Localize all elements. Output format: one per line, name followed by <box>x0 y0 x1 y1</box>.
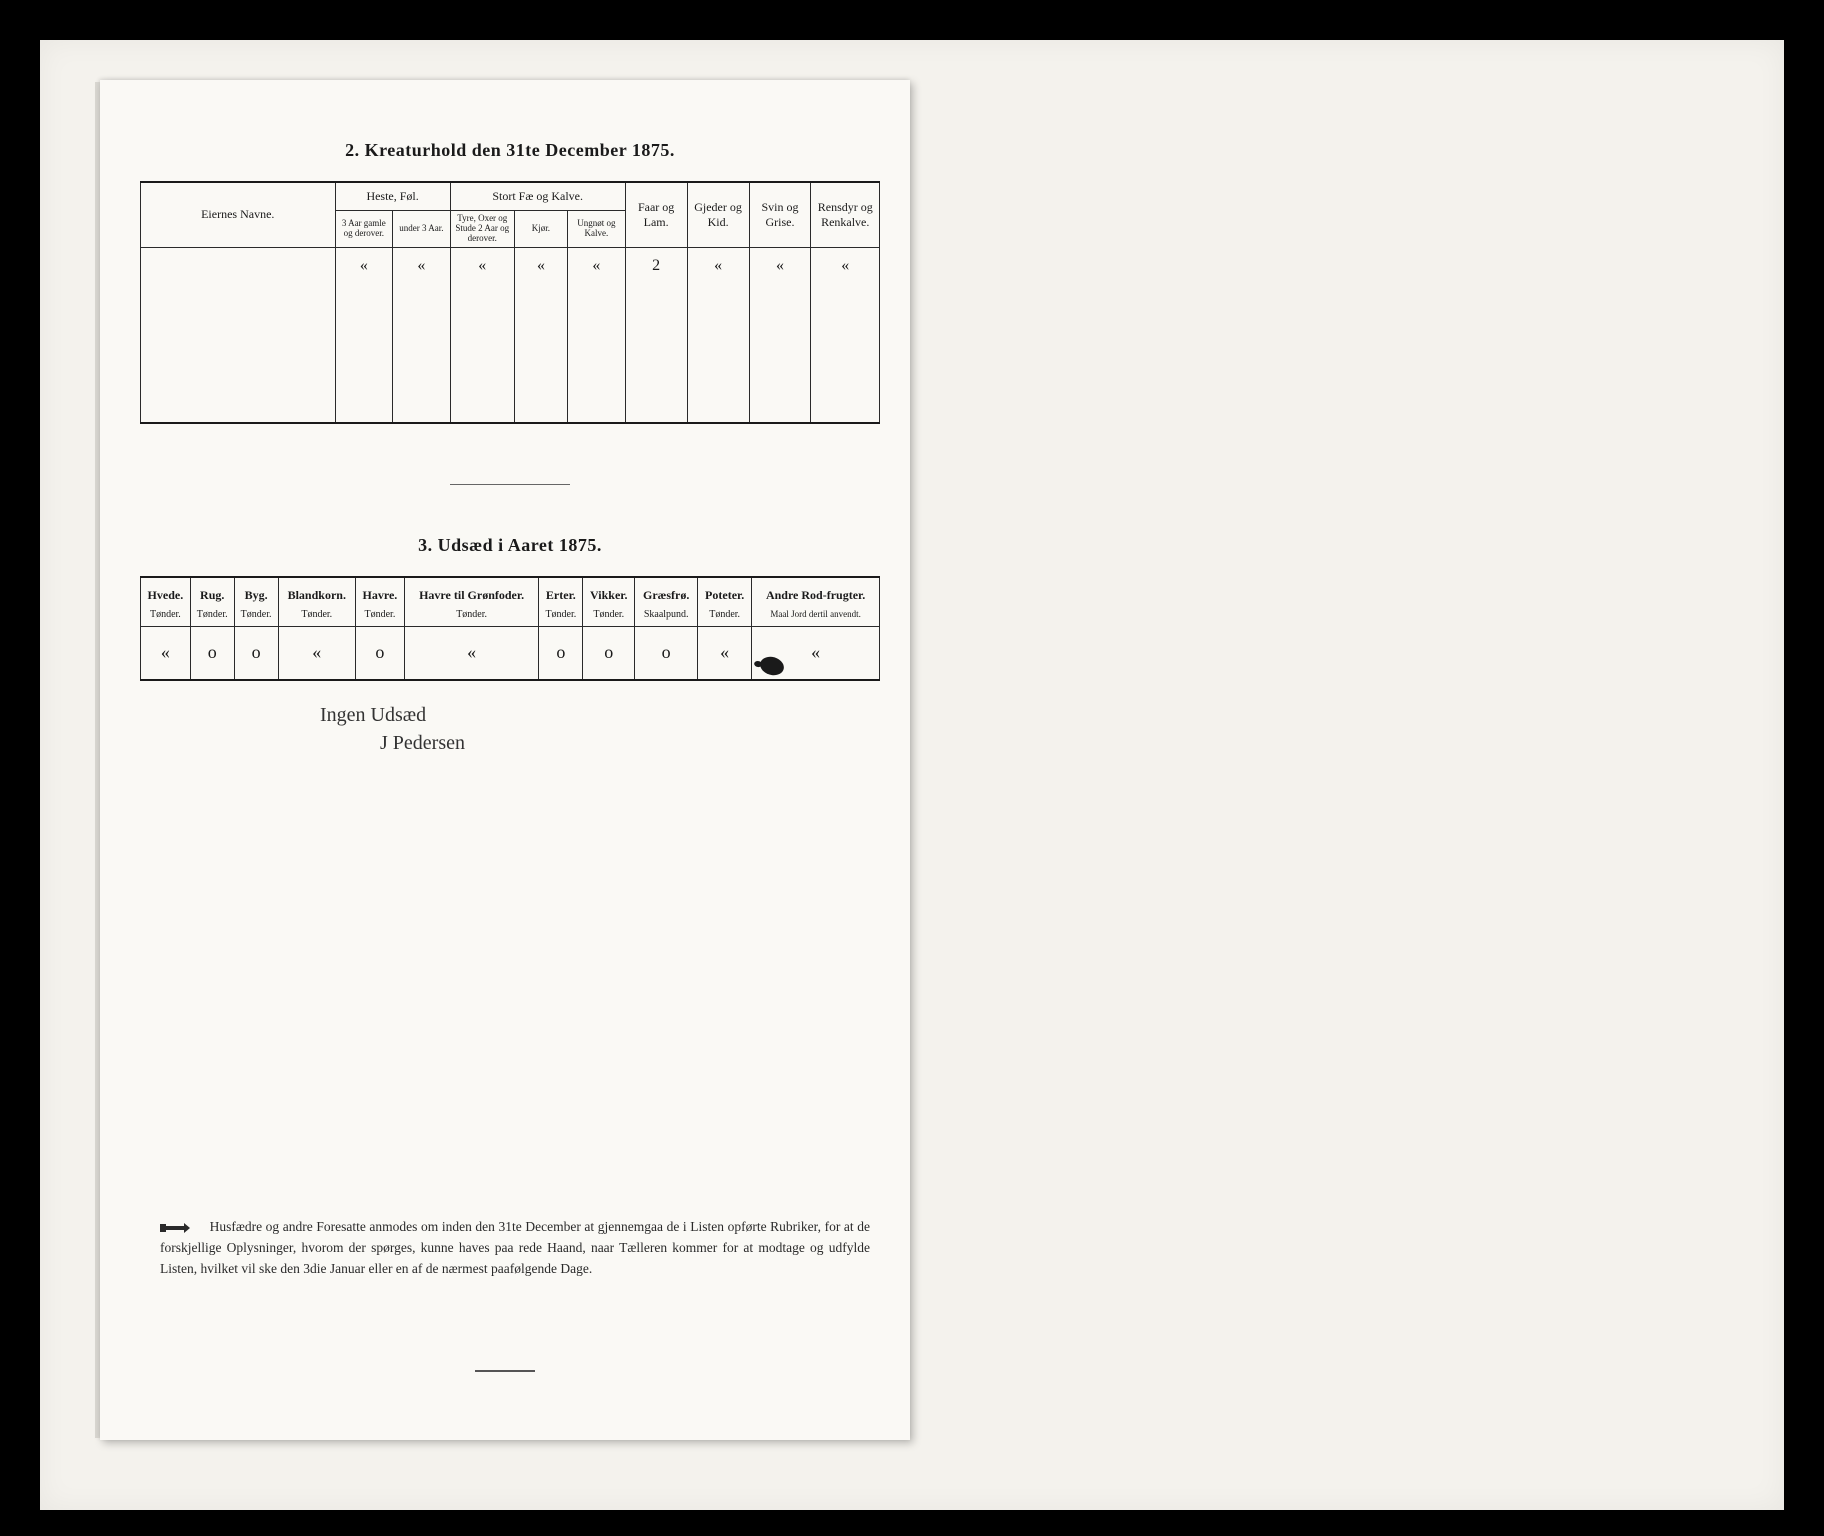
signature-line-1: Ingen Udsæd <box>320 704 426 726</box>
signature-line-2: J Pedersen <box>380 732 465 754</box>
col-blandkorn: Blandkorn. <box>278 577 356 606</box>
scan-background: 2. Kreaturhold den 31te December 1875. E… <box>40 40 1784 1510</box>
cell: o <box>356 626 405 680</box>
unit: Tønder. <box>583 606 635 627</box>
col-group-heste: Heste, Føl. <box>335 182 450 211</box>
sub-stort-3: Ungnøt og Kalve. <box>568 211 626 248</box>
col-hvede: Hvede. <box>141 577 191 606</box>
cell: « <box>393 247 451 284</box>
table-row: « « « « « 2 « « « <box>141 247 880 284</box>
cell: « <box>450 247 514 284</box>
cell: o <box>539 626 583 680</box>
col-byg: Byg. <box>234 577 278 606</box>
cell: o <box>635 626 698 680</box>
cell: « <box>568 247 626 284</box>
table-row <box>141 362 880 388</box>
col-svin: Svin og Grise. <box>749 182 811 247</box>
footer-note: Husfædre og andre Foresatte anmodes om i… <box>160 1217 870 1280</box>
cell: o <box>190 626 234 680</box>
cell: o <box>583 626 635 680</box>
divider <box>450 484 570 485</box>
cell: o <box>234 626 278 680</box>
bottom-rule <box>475 1370 535 1372</box>
table-row <box>141 284 880 310</box>
col-havre-gron: Havre til Grønfoder. <box>404 577 539 606</box>
col-group-stort: Stort Fæ og Kalve. <box>450 182 625 211</box>
section-2-title: 2. Kreaturhold den 31te December 1875. <box>140 140 880 161</box>
col-rensdyr: Rensdyr og Renkalve. <box>811 182 880 247</box>
table-row <box>141 388 880 423</box>
col-havre: Havre. <box>356 577 405 606</box>
col-andre: Andre Rod-frugter. <box>752 577 880 606</box>
unit: Tønder. <box>278 606 356 627</box>
unit: Tønder. <box>234 606 278 627</box>
col-vikker: Vikker. <box>583 577 635 606</box>
unit: Tønder. <box>698 606 752 627</box>
cell: « <box>335 247 393 284</box>
col-erter: Erter. <box>539 577 583 606</box>
unit: Tønder. <box>190 606 234 627</box>
col-rug: Rug. <box>190 577 234 606</box>
unit: Tønder. <box>356 606 405 627</box>
col-graesfro: Græsfrø. <box>635 577 698 606</box>
sub-heste-2: under 3 Aar. <box>393 211 451 248</box>
footer-text: Husfædre og andre Foresatte anmodes om i… <box>160 1219 870 1276</box>
sub-stort-2: Kjør. <box>514 211 567 248</box>
cell: « <box>749 247 811 284</box>
cell: « <box>698 626 752 680</box>
sub-heste-1: 3 Aar gamle og derover. <box>335 211 393 248</box>
cell: « <box>404 626 539 680</box>
col-gjeder: Gjeder og Kid. <box>687 182 749 247</box>
col-faar: Faar og Lam. <box>625 182 687 247</box>
unit: Tønder. <box>539 606 583 627</box>
signature-block: Ingen Udsæd J Pedersen <box>320 701 880 757</box>
cell: « <box>278 626 356 680</box>
unit: Skaalpund. <box>635 606 698 627</box>
table-row <box>141 336 880 362</box>
cell: « <box>811 247 880 284</box>
cell: 2 <box>625 247 687 284</box>
table-row <box>141 310 880 336</box>
section-3-title: 3. Udsæd i Aaret 1875. <box>140 535 880 556</box>
unit: Tønder. <box>404 606 539 627</box>
sub-stort-1: Tyre, Oxer og Stude 2 Aar og derover. <box>450 211 514 248</box>
pointing-hand-icon <box>160 1219 200 1237</box>
unit: Maal Jord dertil anvendt. <box>752 606 880 627</box>
col-poteter: Poteter. <box>698 577 752 606</box>
kreaturhold-table: Eiernes Navne. Heste, Føl. Stort Fæ og K… <box>140 181 880 424</box>
cell: « <box>141 626 191 680</box>
cell: « <box>687 247 749 284</box>
col-eiernes: Eiernes Navne. <box>141 182 336 247</box>
document-page: 2. Kreaturhold den 31te December 1875. E… <box>100 80 910 1440</box>
cell: « <box>514 247 567 284</box>
unit: Tønder. <box>141 606 191 627</box>
